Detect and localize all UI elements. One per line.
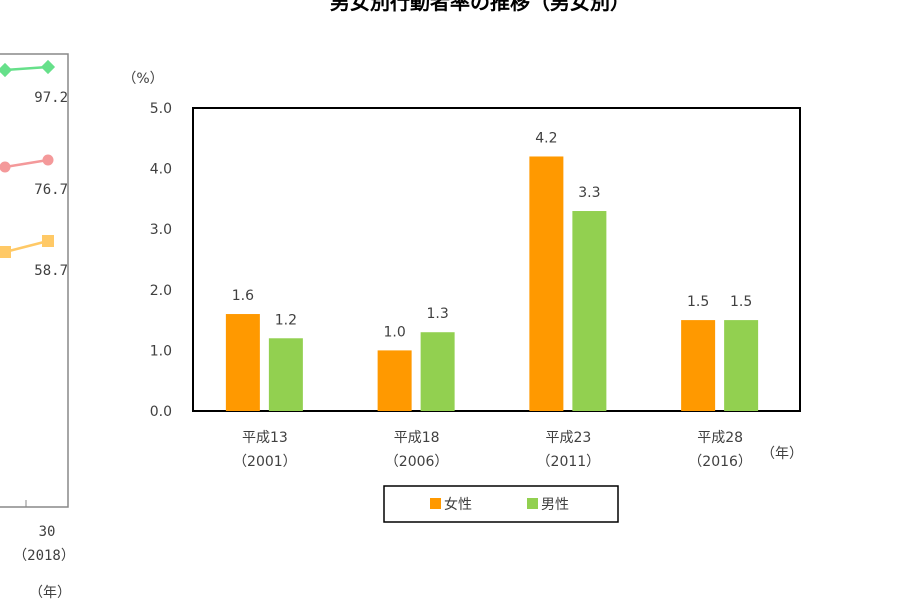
bar-male [572, 211, 607, 411]
left-series-line [4, 158, 49, 169]
legend-label: 女性 [444, 496, 472, 513]
x-tick-label: 平成23 [545, 430, 591, 446]
legend-swatch [527, 498, 538, 509]
x-axis-label: （年） [761, 446, 803, 462]
data-label: 1.2 [275, 312, 297, 328]
y-tick-label: 1.0 [150, 343, 172, 359]
plot-frame [192, 107, 801, 412]
left-x-unit: （年） [29, 585, 71, 601]
bar-female [681, 320, 716, 411]
bar-female [377, 350, 412, 411]
left-marker-square [0, 246, 11, 258]
chart-title: 男女別行動者率の推移（男女別） [330, 0, 630, 14]
bar-female [225, 314, 260, 411]
left-marker-diamond [40, 59, 56, 75]
left-marker-circle [0, 161, 11, 173]
left-x-tick-year: （2018） [13, 548, 75, 564]
x-tick-year: （2006） [385, 454, 449, 470]
x-tick-label: 平成28 [697, 430, 743, 446]
left-marker-diamond [0, 62, 13, 78]
left-series-line [4, 65, 49, 72]
x-tick-year: （2011） [537, 454, 601, 470]
left-series-line [4, 239, 49, 254]
bar-male [724, 320, 759, 411]
y-tick-label: 5.0 [150, 101, 172, 117]
x-tick-label: 平成18 [394, 430, 440, 446]
y-tick-label: 0.0 [150, 404, 172, 420]
left-marker-circle [42, 154, 54, 166]
data-label: 1.3 [426, 306, 448, 322]
legend-label: 男性 [541, 497, 569, 513]
x-tick-year: （2001） [233, 454, 297, 470]
y-tick-label: 2.0 [150, 283, 172, 299]
data-label: 4.2 [535, 130, 557, 146]
bar-male [268, 338, 303, 411]
left-end-value: 76.7 [34, 182, 68, 198]
data-label: 1.5 [730, 294, 752, 310]
left-marker-square [42, 235, 54, 247]
x-tick-year: （2016） [688, 454, 752, 470]
left-x-tick-label: 30 [39, 524, 56, 540]
left-end-value: 97.2 [34, 90, 68, 106]
legend-swatch [430, 498, 441, 509]
y-tick-label: 3.0 [150, 222, 172, 238]
bar-male [420, 332, 455, 411]
left-plot-frame [0, 53, 69, 508]
x-tick-label: 平成13 [242, 430, 288, 446]
bar-female [529, 156, 564, 411]
y-tick-label: 4.0 [150, 162, 172, 178]
data-label: 1.6 [232, 288, 254, 304]
data-label: 3.3 [578, 185, 600, 201]
left-end-value: 58.7 [34, 263, 68, 279]
legend-box [383, 485, 619, 523]
data-label: 1.0 [383, 324, 405, 340]
data-label: 1.5 [687, 294, 709, 310]
y-axis-label: （%） [122, 71, 163, 87]
